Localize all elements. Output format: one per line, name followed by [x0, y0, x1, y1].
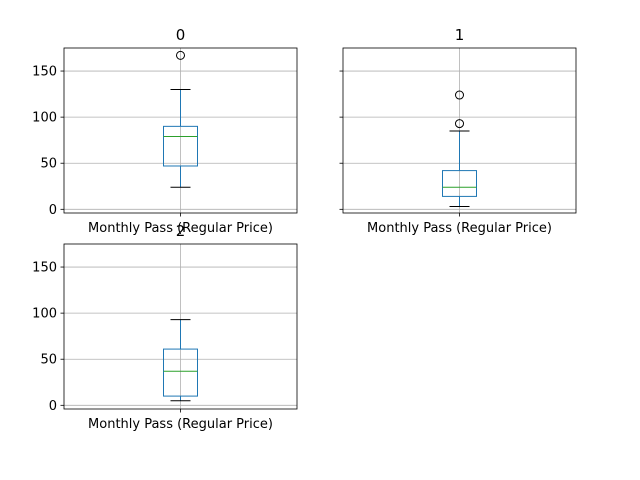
subplot-title: 2 — [176, 222, 186, 240]
outlier-point — [455, 119, 464, 129]
y-tick-label: 150 — [32, 65, 57, 80]
subplot-title: 1 — [455, 26, 465, 44]
iqr-box — [163, 125, 198, 167]
axes-frame — [342, 47, 577, 214]
y-tick-label: 150 — [32, 261, 57, 276]
y-tick-label: 0 — [49, 399, 57, 414]
x-tick-label: Monthly Pass (Regular Price) — [88, 417, 273, 432]
y-tick-label: 50 — [40, 157, 57, 172]
subplot-title: 0 — [176, 26, 186, 44]
outlier-point — [176, 50, 185, 60]
axes-frame — [63, 243, 298, 410]
y-tick-label: 100 — [32, 111, 57, 126]
x-tick-label: Monthly Pass (Regular Price) — [367, 221, 552, 236]
outlier-point — [455, 90, 464, 100]
iqr-box — [442, 170, 477, 197]
y-tick-label: 100 — [32, 307, 57, 322]
axes-frame — [63, 47, 298, 214]
y-tick-label: 50 — [40, 353, 57, 368]
iqr-box — [163, 348, 198, 397]
subplot-1: 1 Monthly Pass (Regular Price) — [339, 26, 577, 236]
subplot-0: 0 50 100 150 0 Monthly Pass (Regular Price) — [32, 26, 298, 236]
y-tick-label: 0 — [49, 203, 57, 218]
x-tick-label: Monthly Pass (Regular Price) — [88, 221, 273, 236]
